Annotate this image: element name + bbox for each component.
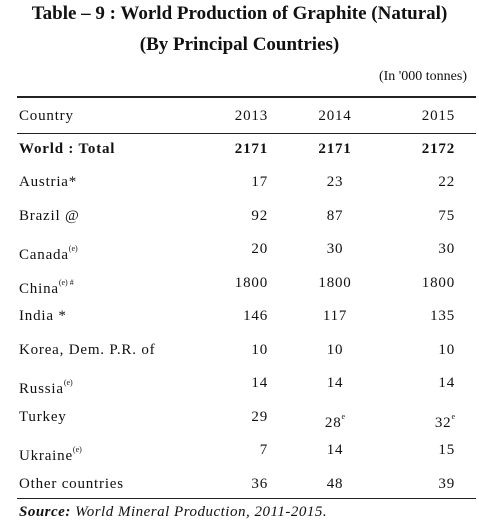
source: Source: World Mineral Production, 2011-2… <box>19 503 327 521</box>
cell: 30 <box>326 241 344 257</box>
cell: 39 <box>438 475 455 492</box>
unit: (In '000 tonnes) <box>378 69 467 84</box>
cell: 30 <box>438 241 455 257</box>
cell: 10 <box>326 341 344 358</box>
cell: 28e <box>300 408 370 432</box>
note: (e) <box>63 378 73 387</box>
country: China <box>19 280 59 297</box>
row-label: Russia(e) <box>19 374 73 398</box>
rule <box>17 96 476 98</box>
source-label: Source: <box>19 504 71 520</box>
title: Table – 9 : World Production of Graphite… <box>31 3 448 24</box>
row-label: World : Total <box>19 140 115 158</box>
column-header: 2013 <box>234 108 268 124</box>
cell: 2171 <box>318 141 352 157</box>
column-header: Country <box>19 108 74 124</box>
cell: 10 <box>438 341 455 358</box>
column-header: 2015 <box>421 108 455 124</box>
source-text: World Mineral Production, 2011-2015. <box>75 504 328 520</box>
cell: 10 <box>251 341 268 358</box>
rule <box>17 498 476 499</box>
row-label: Brazil @ <box>19 207 80 225</box>
country: Ukraine <box>19 448 73 464</box>
cell: 7 <box>259 442 268 458</box>
cell: 1800 <box>234 274 268 291</box>
cell: 36 <box>251 475 268 492</box>
cell: 22 <box>438 174 455 190</box>
cell: 17 <box>251 174 268 190</box>
cell: 2171 <box>234 141 268 157</box>
row-label: Austria* <box>19 173 77 191</box>
column-header: 2014 <box>318 108 352 124</box>
row-label: Other countries <box>19 475 124 493</box>
country: World : Total <box>19 141 116 157</box>
cell: 87 <box>326 207 344 224</box>
cell: 32e <box>435 408 455 432</box>
cell: 15 <box>438 442 455 458</box>
note: (e) <box>72 445 82 454</box>
row-label: India * <box>19 307 67 325</box>
cell: 14 <box>326 442 344 458</box>
subtitle: (By Principal Countries) <box>139 34 340 55</box>
country: Other countries <box>19 475 124 492</box>
country: Canada <box>19 247 69 263</box>
note: (e) # <box>58 277 74 287</box>
row-label: China(e) # <box>19 274 74 298</box>
row-label: Ukraine(e) <box>19 441 82 465</box>
country: Korea, Dem. P.R. of <box>19 341 156 358</box>
note: (e) <box>68 244 78 253</box>
cell: 117 <box>322 308 348 324</box>
country: India * <box>19 308 67 324</box>
cell: 14 <box>326 375 344 391</box>
cell: 20 <box>251 241 268 257</box>
note: e <box>341 411 346 421</box>
cell: 14 <box>438 375 455 391</box>
country: Brazil @ <box>19 207 80 224</box>
value: 32 <box>434 414 452 431</box>
cell: 2172 <box>421 141 455 157</box>
cell: 1800 <box>421 274 455 291</box>
cell: 23 <box>326 174 344 190</box>
country: Turkey <box>19 408 67 425</box>
row-label: Korea, Dem. P.R. of <box>19 341 155 359</box>
note: e <box>451 411 455 421</box>
row-label: Canada(e) <box>19 240 78 264</box>
cell: 92 <box>251 207 268 224</box>
country: Austria* <box>19 174 78 190</box>
cell: 135 <box>430 308 455 324</box>
cell: 75 <box>438 207 455 224</box>
cell: 1800 <box>318 274 352 291</box>
rule <box>17 133 476 134</box>
cell: 146 <box>243 308 268 324</box>
value: 28 <box>324 414 342 431</box>
cell: 29 <box>251 408 268 425</box>
cell: 14 <box>251 375 268 391</box>
row-label: Turkey <box>19 408 67 426</box>
country: Russia <box>19 381 64 397</box>
cell: 48 <box>326 475 344 492</box>
